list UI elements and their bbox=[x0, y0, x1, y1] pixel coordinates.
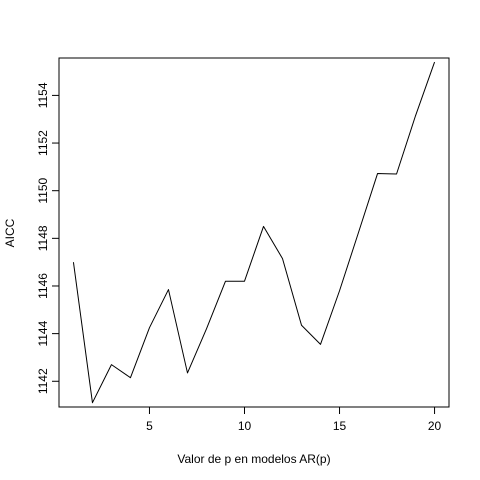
plot-frame bbox=[58, 57, 450, 408]
series-line bbox=[72, 61, 436, 404]
x-tick-label: 20 bbox=[428, 419, 442, 433]
y-tick-label: 1146 bbox=[36, 273, 50, 299]
y-tick-label: 1144 bbox=[36, 320, 50, 346]
x-tick-label: 10 bbox=[238, 419, 252, 433]
y-tick-label: 1154 bbox=[36, 82, 50, 108]
y-axis-label: AICC bbox=[3, 218, 17, 247]
y-tick-label: 1142 bbox=[36, 368, 50, 394]
series-layer bbox=[72, 61, 436, 404]
y-tick-label: 1152 bbox=[36, 130, 50, 156]
x-axis-label: Valor de p en modelos AR(p) bbox=[177, 452, 330, 466]
x-axis: 5 10 15 20 bbox=[146, 407, 442, 433]
y-tick-label: 1148 bbox=[36, 225, 50, 251]
y-axis: 1142 1144 1146 1148 1150 1152 1154 bbox=[36, 82, 59, 394]
x-tick-label: 15 bbox=[333, 419, 347, 433]
x-tick-label: 5 bbox=[146, 419, 153, 433]
y-tick-label: 1150 bbox=[36, 177, 50, 203]
